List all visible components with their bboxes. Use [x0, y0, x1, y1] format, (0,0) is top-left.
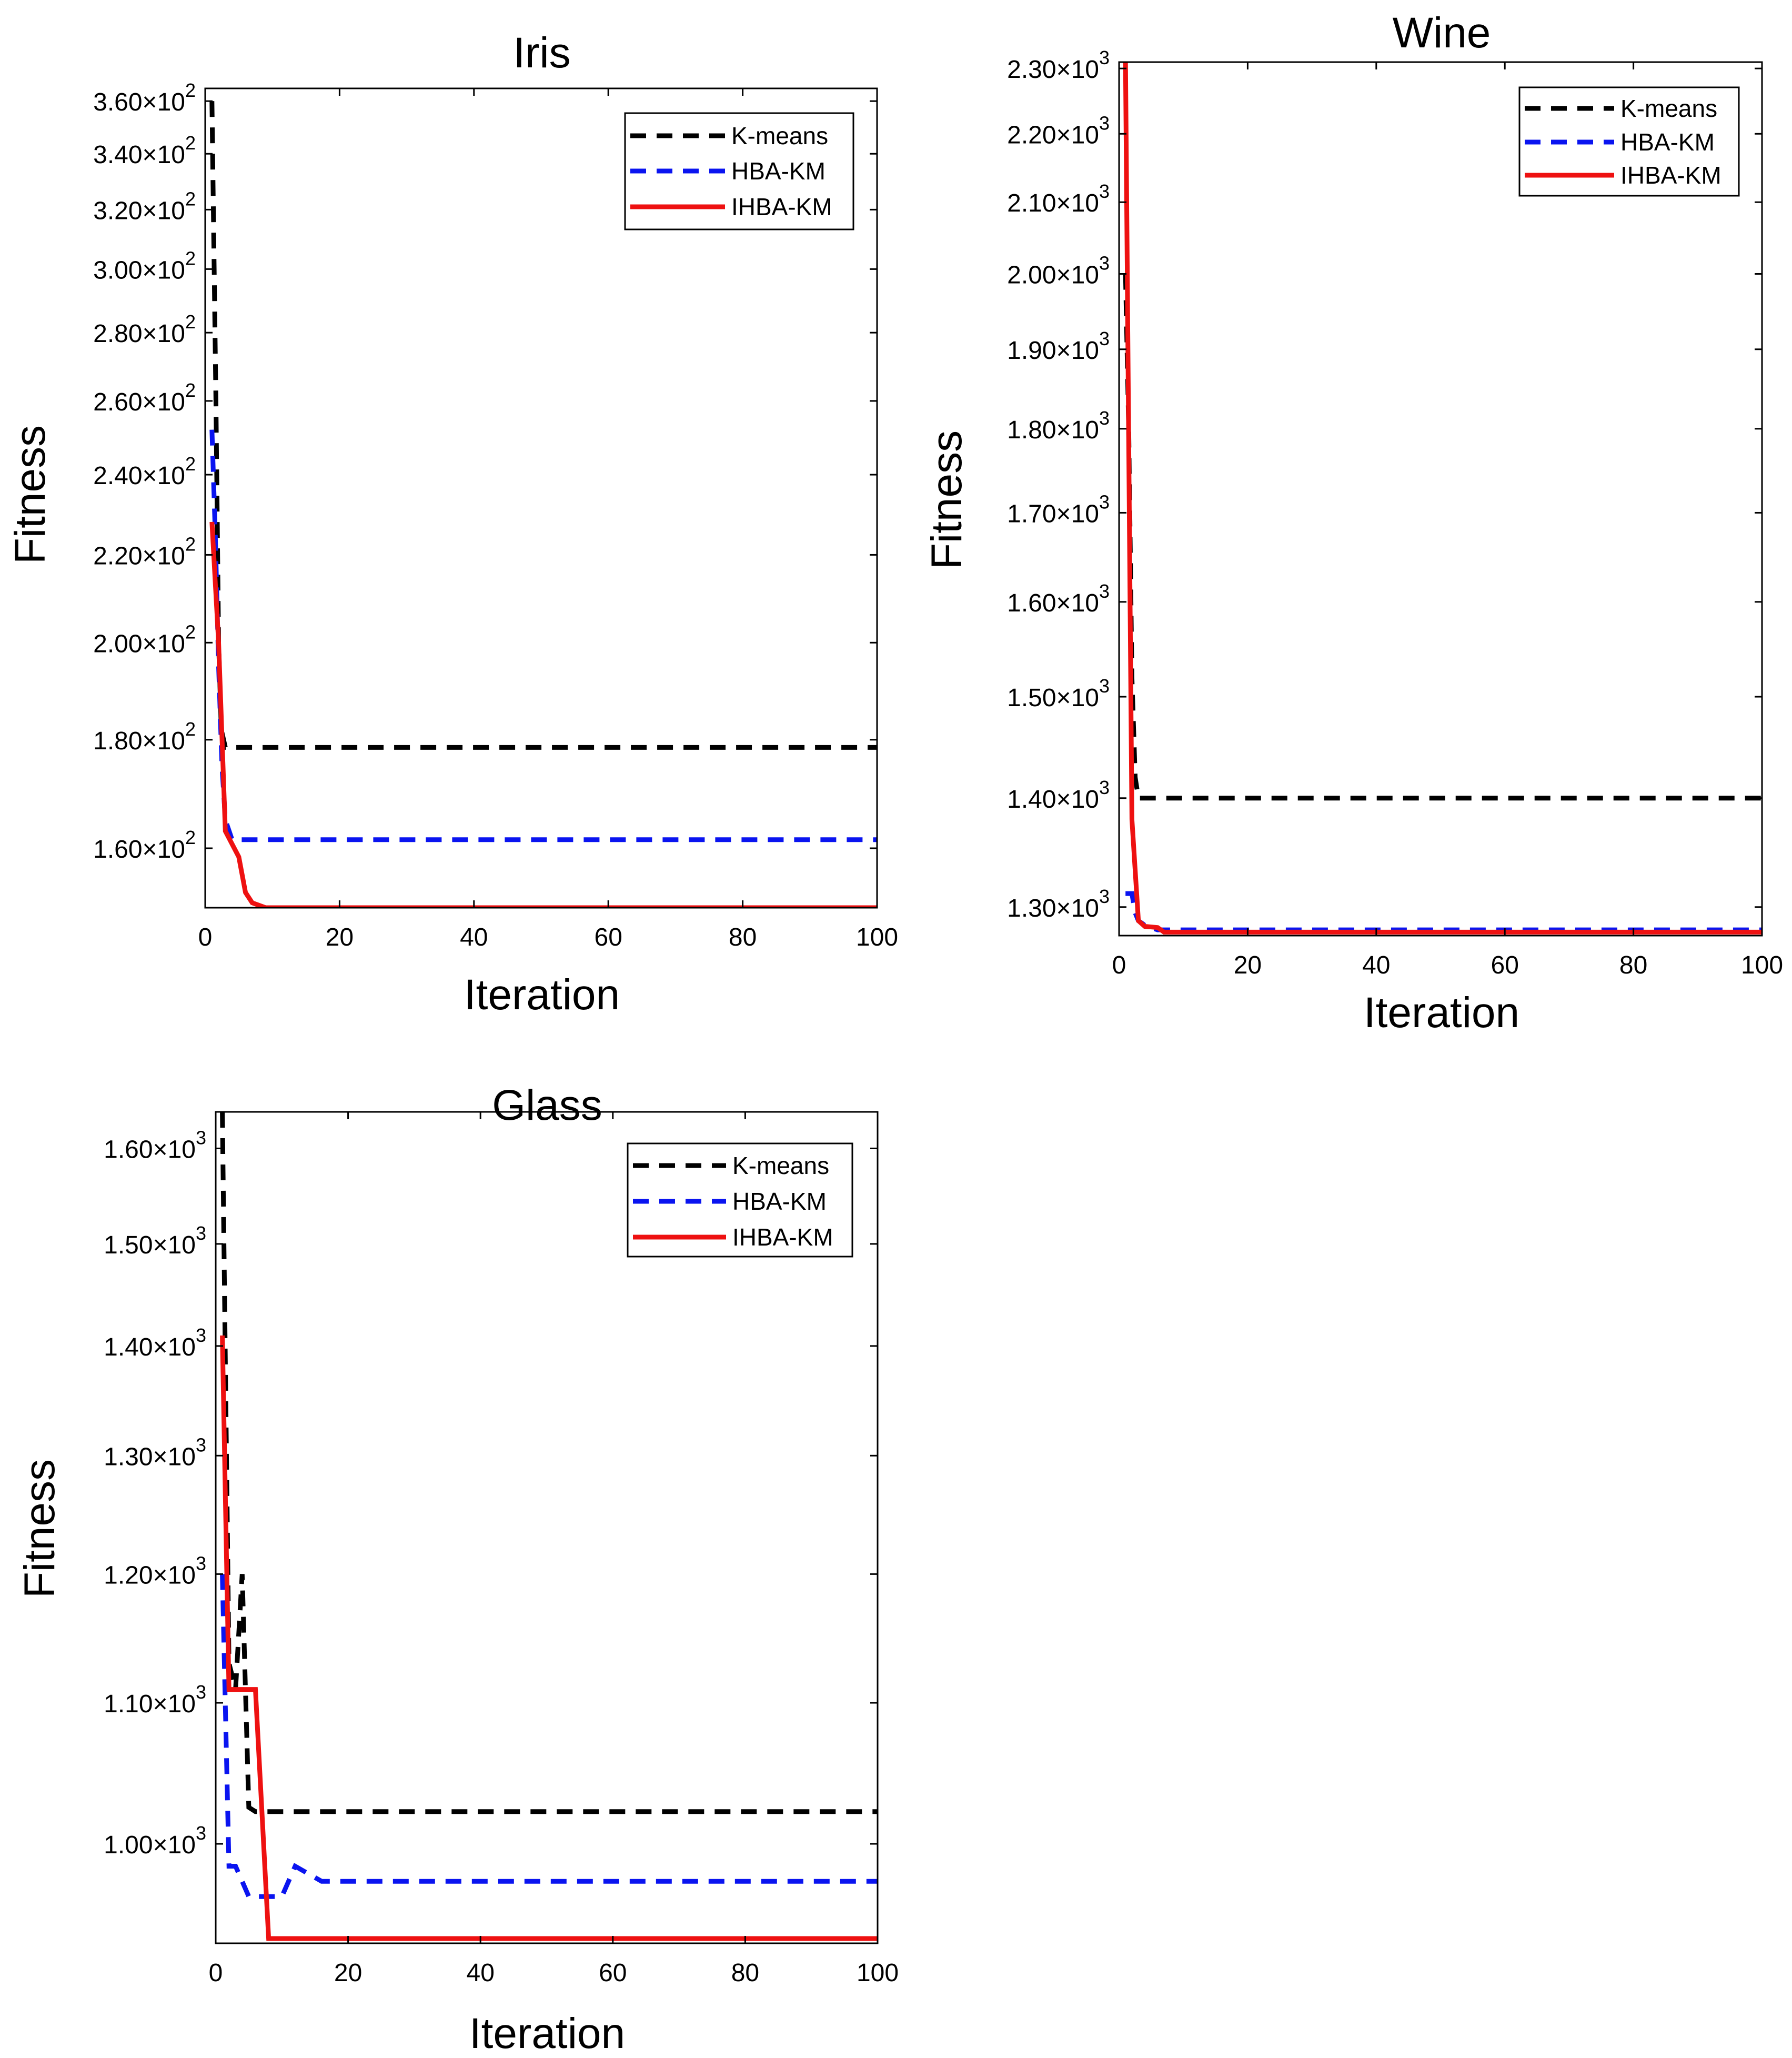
y-tick-label: 1.50×103: [104, 1222, 206, 1259]
y-tick-label: 3.60×102: [93, 79, 196, 116]
plot-area: [215, 1111, 879, 1944]
series-line-hbakm: [1125, 891, 1762, 932]
y-tick-label: 3.00×102: [93, 247, 196, 284]
plot-area: [204, 87, 878, 909]
x-tick-label: 60: [599, 1959, 627, 1987]
chart-wine: Wine Fitness Iteration 0 20 40 60 80 100 1.30×…: [923, 9, 1783, 1037]
legend-label-hbakm: HBA-KM: [731, 157, 825, 185]
x-tick-label: 20: [1234, 951, 1262, 979]
y-tick-label: 1.00×103: [104, 1822, 206, 1859]
y-axis-label: Fitness: [6, 425, 54, 564]
chart-title: Glass: [492, 1081, 602, 1129]
x-tick-label: 20: [326, 923, 354, 951]
legend-label-hbakm: HBA-KM: [732, 1188, 827, 1215]
y-tick-label: 1.60×103: [104, 1127, 206, 1163]
y-tick-label: 1.10×103: [104, 1681, 206, 1718]
y-tick-label: 1.40×103: [104, 1324, 206, 1361]
legend-label-hbakm: HBA-KM: [1620, 128, 1715, 156]
y-tick-label: 1.60×103: [1007, 580, 1110, 617]
legend: K-means HBA-KM IHBA-KM: [1518, 86, 1740, 197]
y-tick-label: 2.40×102: [93, 453, 196, 490]
y-tick-label: 2.60×102: [93, 379, 196, 416]
y-tick-label: 2.00×102: [93, 621, 196, 658]
y-tick-label: 2.10×103: [1007, 180, 1110, 217]
series-line-ihbakm: [1123, 62, 1762, 935]
legend: K-means HBA-KM IHBA-KM: [627, 1142, 853, 1258]
x-tick-label: 80: [729, 923, 757, 951]
y-tick-label: 2.30×103: [1007, 47, 1110, 84]
x-tick-label: 80: [1619, 951, 1647, 979]
y-tick-label: 2.00×103: [1007, 253, 1110, 289]
x-tick-label: 100: [857, 1959, 899, 1987]
y-tick-label: 1.80×102: [93, 718, 196, 755]
y-tick-label: 1.80×103: [1007, 407, 1110, 444]
x-axis-label: Iteration: [469, 2010, 625, 2057]
y-tick-label: 2.80×102: [93, 311, 196, 348]
x-tick-label: 0: [209, 1959, 223, 1987]
x-axis-label: Iteration: [1364, 989, 1519, 1037]
legend-label-ihbakm: IHBA-KM: [1620, 162, 1721, 189]
y-tick-label: 1.90×103: [1007, 328, 1110, 365]
y-tick-label: 1.70×103: [1007, 491, 1110, 528]
y-tick-label: 1.40×103: [1007, 777, 1110, 814]
y-tick-label: 1.60×102: [93, 827, 196, 864]
x-tick-label: 100: [856, 923, 898, 951]
legend-label-ihbakm: IHBA-KM: [732, 1223, 833, 1251]
series-line-ihbakm: [209, 521, 877, 908]
chart-title: Wine: [1393, 9, 1491, 57]
y-tick-label: 3.40×102: [93, 132, 196, 169]
y-tick-label: 2.20×103: [1007, 112, 1110, 149]
y-tick-label: 1.20×103: [104, 1552, 206, 1589]
series-line-ihbakm: [220, 1335, 878, 1941]
series-line-hbakm: [209, 429, 877, 842]
series-line-hbakm: [220, 1574, 878, 1899]
series-line-kmeans: [1123, 274, 1762, 801]
legend-label-kmeans: K-means: [732, 1152, 829, 1179]
y-axis-label: Fitness: [923, 430, 971, 569]
chart-iris: Iris Fitness Iteration 0 20 40 60 80 100 1.60×…: [6, 29, 898, 1019]
x-tick-label: 100: [1741, 951, 1783, 979]
y-tick-label: 1.30×103: [1007, 886, 1110, 922]
legend-label-kmeans: K-means: [1620, 95, 1717, 122]
legend-label-ihbakm: IHBA-KM: [731, 193, 832, 220]
chart-title: Iris: [513, 29, 570, 77]
y-tick-label: 2.20×102: [93, 533, 196, 570]
x-axis-label: Iteration: [464, 971, 620, 1019]
chart-glass: Glass Fitness Iteration 0 20 40 60 80 100 1.00…: [16, 1081, 899, 2057]
x-tick-label: 40: [467, 1959, 495, 1987]
x-tick-label: 40: [460, 923, 488, 951]
legend: K-means HBA-KM IHBA-KM: [624, 112, 854, 230]
plot-area: [1118, 61, 1763, 937]
x-tick-label: 0: [1112, 951, 1126, 979]
y-tick-label: 1.50×103: [1007, 675, 1110, 712]
x-tick-label: 60: [1491, 951, 1519, 979]
y-tick-label: 1.30×103: [104, 1434, 206, 1471]
y-tick-label: 3.20×102: [93, 188, 196, 225]
x-tick-label: 40: [1362, 951, 1390, 979]
legend-label-kmeans: K-means: [731, 122, 828, 149]
x-tick-label: 80: [731, 1959, 759, 1987]
x-tick-label: 20: [334, 1959, 362, 1987]
y-axis-label: Fitness: [16, 1459, 64, 1598]
x-tick-label: 60: [595, 923, 622, 951]
x-tick-label: 0: [198, 923, 213, 951]
